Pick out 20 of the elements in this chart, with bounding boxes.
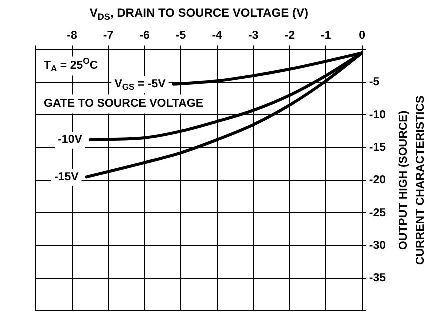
x-tick-label: -8 [67, 30, 78, 42]
y-axis-title: OUTPUT HIGH (SOURCE) CURRENT CHARACTERISTICS [398, 95, 428, 266]
y-tick-label: -10 [369, 109, 386, 122]
y-tick-label: -20 [369, 174, 386, 187]
x-tick-label: 0 [359, 30, 366, 42]
x-tick-label: -5 [176, 30, 187, 42]
y-tick-label: -15 [369, 142, 387, 154]
series-label: -15V [54, 171, 80, 184]
annotation: GATE TO SOURCE VOLTAGE [44, 98, 204, 110]
y-tick-label: -30 [369, 240, 386, 252]
y-tick-label: -5 [369, 76, 380, 89]
x-tick-label: -7 [103, 30, 114, 42]
x-tick-label: -4 [212, 30, 224, 42]
x-tick-label: -1 [320, 30, 332, 42]
y-tick-label: -25 [369, 207, 387, 220]
x-tick-label: -2 [284, 30, 295, 42]
x-tick-label: -6 [140, 30, 150, 42]
y-tick-label: -35 [369, 272, 387, 285]
series-label: -10V [58, 134, 83, 146]
x-tick-label: -3 [248, 30, 259, 42]
